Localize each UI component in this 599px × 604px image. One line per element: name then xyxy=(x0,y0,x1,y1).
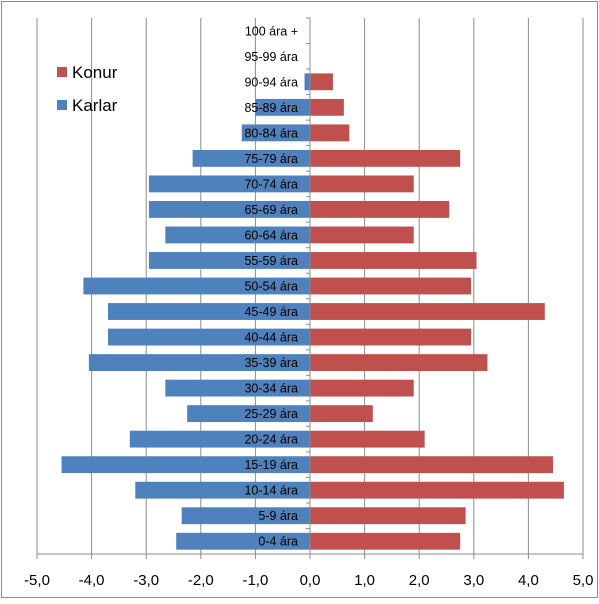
bar-karlar-10-14-ra xyxy=(135,481,310,499)
category-label: 50-54 ára xyxy=(244,280,298,294)
bar-karlar-75-79-ra xyxy=(192,149,310,167)
x-tick-label: 5,0 xyxy=(573,572,594,589)
legend-swatch-karlar xyxy=(57,100,67,110)
bar-karlar-80-84-ra xyxy=(241,124,310,142)
bar-konur-85-89-ra xyxy=(310,98,344,116)
x-tick-label: -2,0 xyxy=(188,572,214,589)
bar-konur-50-54-ra xyxy=(310,277,472,295)
x-tick-label: 3,0 xyxy=(463,572,484,589)
bar-karlar-5-9-ra xyxy=(181,507,310,525)
category-label: 55-59 ára xyxy=(244,254,298,268)
bar-karlar-55-59-ra xyxy=(148,252,310,269)
x-tick-label: -3,0 xyxy=(133,572,159,589)
bar-karlar-20-24-ra xyxy=(129,430,310,448)
bar-konur-30-34-ra xyxy=(310,379,414,397)
x-tick-label: -4,0 xyxy=(79,572,105,589)
bar-konur-35-39-ra xyxy=(310,354,488,371)
x-tick-label: 1,0 xyxy=(354,572,375,589)
category-label: 100 ára + xyxy=(245,24,298,38)
bar-konur-80-84-ra xyxy=(310,124,350,142)
bar-konur-65-69-ra xyxy=(310,201,450,218)
bar-karlar-35-39-ra xyxy=(88,354,311,371)
bar-karlar-30-34-ra xyxy=(165,379,310,397)
bar-karlar-85-89-ra xyxy=(255,98,310,116)
legend-label-konur: Konur xyxy=(72,63,118,82)
bar-konur-60-64-ra xyxy=(310,226,414,244)
category-label: 80-84 ára xyxy=(244,126,298,140)
category-label: 85-89 ára xyxy=(244,101,298,115)
category-label: 30-34 ára xyxy=(244,382,298,396)
category-label: 35-39 ára xyxy=(244,356,298,370)
bar-konur-20-24-ra xyxy=(310,430,425,448)
category-label: 25-29 ára xyxy=(244,407,298,421)
bar-karlar-15-19-ra xyxy=(61,456,310,474)
bar-karlar-70-74-ra xyxy=(148,175,310,193)
bar-konur-5-9-ra xyxy=(310,507,466,525)
bar-karlar-90-94-ra xyxy=(304,73,310,91)
category-label: 20-24 ára xyxy=(244,433,298,447)
bar-konur-40-44-ra xyxy=(310,328,472,346)
bar-konur-45-49-ra xyxy=(310,303,545,320)
x-tick-label: 4,0 xyxy=(518,572,539,589)
bar-konur-90-94-ra xyxy=(310,73,333,91)
bar-karlar-60-64-ra xyxy=(165,226,310,244)
legend-swatch-konur xyxy=(57,67,67,77)
category-label: 60-64 ára xyxy=(244,228,298,242)
category-label: 40-44 ára xyxy=(244,331,298,345)
category-label: 15-19 ára xyxy=(244,458,298,472)
category-label: 75-79 ára xyxy=(244,152,298,166)
category-label: 45-49 ára xyxy=(244,305,298,319)
x-tick-label: 2,0 xyxy=(409,572,430,589)
x-tick-label: -1,0 xyxy=(242,572,268,589)
category-label: 90-94 ára xyxy=(244,75,298,89)
category-label: 65-69 ára xyxy=(244,203,298,217)
bar-konur-0-4-ra xyxy=(310,532,461,550)
x-tick-label: 0,0 xyxy=(300,572,321,589)
bar-karlar-45-49-ra xyxy=(107,303,310,320)
x-tick-label: -5,0 xyxy=(24,572,50,589)
category-label: 10-14 ára xyxy=(244,484,298,498)
legend-label-karlar: Karlar xyxy=(72,96,118,115)
bar-karlar-0-4-ra xyxy=(176,532,310,550)
bar-konur-55-59-ra xyxy=(310,252,477,269)
bar-karlar-65-69-ra xyxy=(148,201,310,218)
category-label: 95-99 ára xyxy=(244,50,298,64)
bar-konur-75-79-ra xyxy=(310,149,461,167)
category-label: 5-9 ára xyxy=(258,509,298,523)
bar-konur-25-29-ra xyxy=(310,405,373,423)
bar-konur-15-19-ra xyxy=(310,456,553,474)
bar-karlar-40-44-ra xyxy=(107,328,310,346)
bar-konur-70-74-ra xyxy=(310,175,414,193)
category-label: 0-4 ára xyxy=(258,535,298,549)
bar-karlar-25-29-ra xyxy=(187,405,310,423)
bar-konur-10-14-ra xyxy=(310,481,564,499)
bar-karlar-50-54-ra xyxy=(83,277,310,295)
category-label: 70-74 ára xyxy=(244,177,298,191)
